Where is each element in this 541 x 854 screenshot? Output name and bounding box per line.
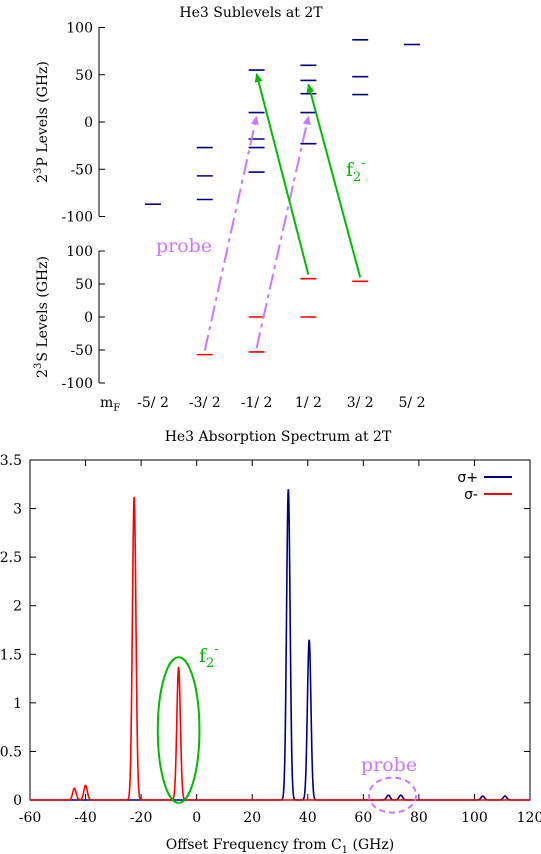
x-tick-label: 120: [517, 810, 541, 826]
x-tick-label: -40: [74, 810, 97, 826]
mf-axis: mF -5/ 2 -3/ 2 -1/ 2 1/ 2 3/ 2 5/ 2: [100, 395, 425, 414]
upper-panel: 100 50 0 -50 -100 23P Levels (GHz): [33, 21, 420, 226]
lower-y-tick-label: 50: [75, 277, 93, 293]
spectrum-plot-frame: [29, 459, 531, 801]
upper-y-tick-label: 0: [84, 115, 93, 131]
y-tick-label: 3.5: [0, 453, 22, 469]
y-tick-label: 2.5: [0, 550, 22, 566]
x-tick-label: -60: [19, 810, 42, 826]
upper-y-tick-label: 50: [75, 68, 93, 84]
lower-y-label: 23S Levels (GHz): [33, 256, 51, 378]
f2-annotation-bottom: f2-: [199, 642, 219, 671]
upper-y-tick-label: 100: [66, 21, 93, 37]
f2-ellipse: [156, 656, 201, 804]
x-tick-label: 100: [461, 810, 488, 826]
mf-label: mF: [100, 395, 120, 414]
probe-annotation-top: probe: [156, 235, 212, 257]
spectrum-title: He3 Absorption Spectrum at 2T: [165, 429, 392, 445]
probe-annotation-bottom: probe: [361, 754, 417, 776]
y-tick-label: 0: [13, 793, 22, 809]
x-tick-label: 60: [354, 810, 372, 826]
lower-y-tick-label: 100: [66, 244, 93, 260]
lower-y-tick-label: -50: [70, 343, 93, 359]
spectrum-x-label: Offset Frequency from C1 (GHz): [166, 837, 394, 854]
sublevels-title: He3 Sublevels at 2T: [179, 5, 323, 21]
y-tick-label: 1: [13, 696, 22, 712]
mf-tick-label: 3/ 2: [347, 395, 374, 411]
f2-annotation-top: f2-: [346, 156, 366, 185]
x-tick-label: 20: [243, 810, 261, 826]
upper-y-label: 23P Levels (GHz): [33, 61, 51, 183]
f2-transition-arrow: [306, 83, 362, 278]
legend-label: σ+: [457, 470, 478, 486]
probe-transition-arrow: [203, 115, 259, 351]
series-line: [30, 496, 530, 801]
lower-y-tick-label: 0: [84, 310, 93, 326]
x-tick-label: -20: [130, 810, 153, 826]
upper-y-tick-label: -50: [70, 162, 93, 178]
mf-tick-label: -5/ 2: [137, 395, 169, 411]
mf-tick-label: 5/ 2: [399, 395, 426, 411]
mf-tick-label: -3/ 2: [189, 395, 221, 411]
probe-ellipse: [367, 776, 418, 814]
x-tick-label: 40: [299, 810, 317, 826]
lower-y-tick-label: -100: [62, 376, 93, 392]
legend-label: σ-: [464, 487, 478, 503]
mf-tick-label: 1/ 2: [295, 395, 322, 411]
f2-transition-arrow: [254, 73, 310, 275]
x-tick-label: 80: [410, 810, 428, 826]
y-tick-label: 2: [13, 599, 22, 615]
x-tick-label: 0: [192, 810, 201, 826]
lower-panel: 100 50 0 -50 -100 23S Levels (GHz): [33, 244, 369, 392]
y-tick-label: 3: [13, 502, 22, 518]
legend: σ+σ-: [457, 470, 512, 503]
series-line: [30, 489, 530, 801]
upper-y-tick-label: -100: [62, 210, 93, 226]
y-tick-label: 1.5: [0, 647, 22, 663]
y-tick-label: 0.5: [0, 744, 22, 760]
mf-tick-label: -1/ 2: [241, 395, 273, 411]
probe-transition-arrow: [255, 115, 311, 349]
